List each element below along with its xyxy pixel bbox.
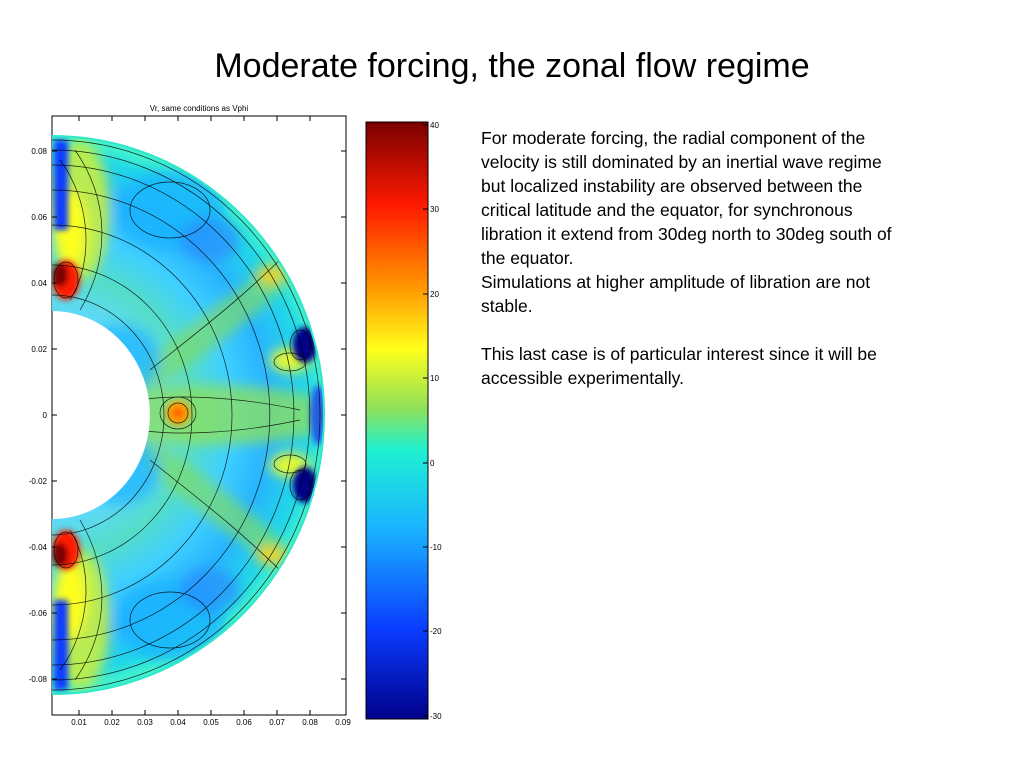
y-tick-label: 0.02 (31, 345, 47, 354)
colorbar (365, 121, 429, 720)
y-tick-label: 0.08 (31, 147, 47, 156)
y-tick-label: -0.06 (29, 609, 48, 618)
text-line: Simulations at higher amplitude of libra… (481, 272, 871, 292)
colorbar-tick-label: 30 (430, 205, 439, 214)
colorbar-tick-label: 10 (430, 374, 439, 383)
x-tick-label: 0.08 (302, 718, 318, 727)
colorbar-tick-label: 20 (430, 290, 439, 299)
colorbar-tick-label: -20 (430, 627, 442, 636)
y-tick-label: -0.04 (29, 543, 48, 552)
slide-title: Moderate forcing, the zonal flow regime (214, 47, 810, 85)
text-line: but localized instability are observed b… (481, 176, 863, 196)
x-tick-label: 0.03 (137, 718, 153, 727)
x-tick-label: 0.09 (335, 718, 351, 727)
x-tick-label: 0.04 (170, 718, 186, 727)
text-line: For moderate forcing, the radial compone… (481, 128, 866, 148)
y-tick-label: -0.08 (29, 675, 48, 684)
x-tick-label: 0.06 (236, 718, 252, 727)
text-line: libration it extend from 30deg north to … (481, 224, 892, 244)
y-tick-label: 0.06 (31, 213, 47, 222)
colorbar-ticks (423, 124, 428, 717)
y-tick-label: -0.02 (29, 477, 48, 486)
x-tick-label: 0.02 (104, 718, 120, 727)
colorbar-tick-label: 40 (430, 121, 439, 130)
colorbar-tick-label: 0 (430, 459, 435, 468)
x-tick-label: 0.05 (203, 718, 219, 727)
text-line: accessible experimentally. (481, 368, 684, 388)
x-axis (78, 116, 311, 715)
text-line: stable. (481, 296, 533, 316)
text-line: velocity is still dominated by an inerti… (481, 152, 882, 172)
outer-boundary (51, 135, 325, 695)
y-tick-label: 0 (43, 411, 48, 420)
text-line: the equator. (481, 248, 574, 268)
text-line: critical latitude and the equator, for s… (481, 200, 853, 220)
y-tick-label: 0.04 (31, 279, 47, 288)
plot-title: Vr, same conditions as Vphi (149, 104, 249, 113)
y-axis (52, 150, 346, 680)
x-tick-label: 0.01 (71, 718, 87, 727)
colorbar-tick-label: -30 (430, 712, 442, 721)
text-line: This last case is of particular interest… (481, 344, 877, 364)
paragraph-2: This last case is of particular interest… (481, 342, 961, 390)
description-text: For moderate forcing, the radial compone… (481, 126, 961, 390)
paragraph-1: For moderate forcing, the radial compone… (481, 126, 961, 318)
x-tick-label: 0.07 (269, 718, 285, 727)
colorbar-tick-label: -10 (430, 543, 442, 552)
